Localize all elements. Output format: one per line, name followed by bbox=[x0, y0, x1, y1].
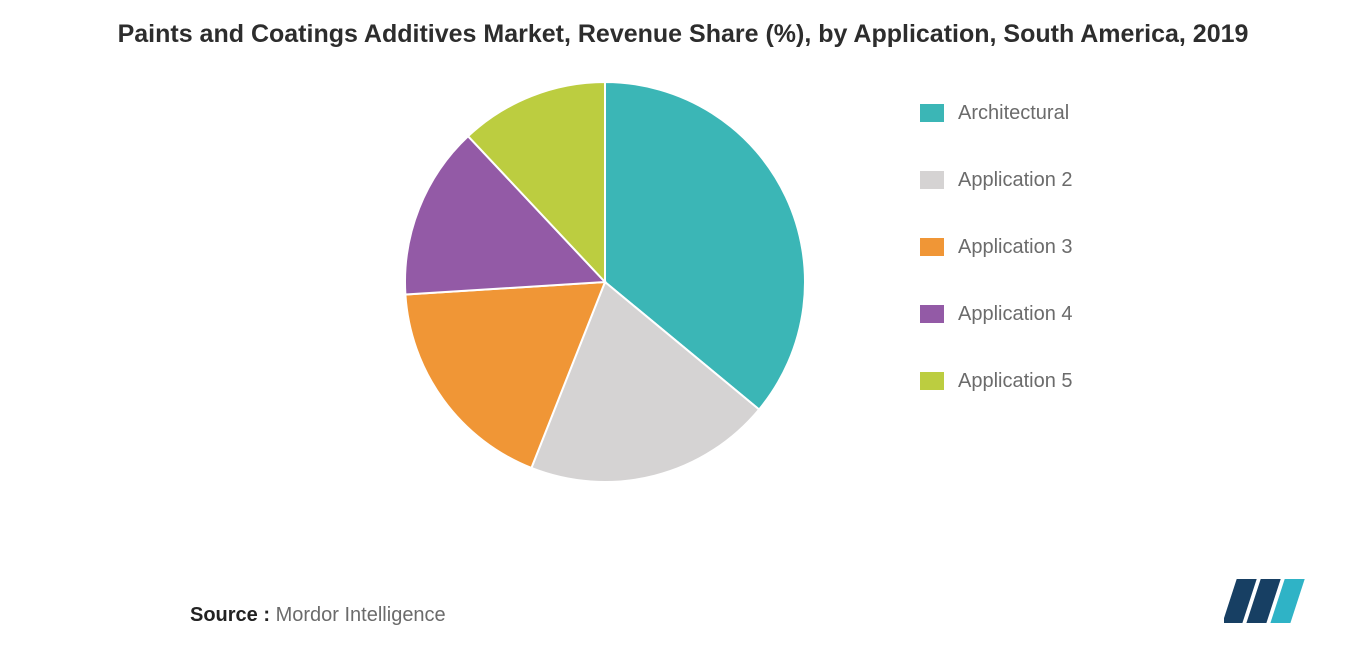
legend-label: Application 2 bbox=[958, 169, 1073, 192]
legend-label: Application 4 bbox=[958, 303, 1073, 326]
source-prefix: Source : bbox=[190, 604, 270, 626]
legend-swatch bbox=[920, 238, 944, 256]
legend-swatch bbox=[920, 104, 944, 122]
pie-chart bbox=[395, 72, 815, 492]
source-name: Mordor Intelligence bbox=[276, 604, 446, 626]
chart-area: Architectural Application 2 Application 3 A… bbox=[40, 62, 1326, 522]
source-line: Source : Mordor Intelligence bbox=[190, 604, 446, 627]
legend-label: Architectural bbox=[958, 102, 1069, 125]
logo-svg bbox=[1224, 575, 1306, 627]
footer: Source : Mordor Intelligence bbox=[0, 575, 1366, 627]
chart-container: Paints and Coatings Additives Market, Re… bbox=[0, 0, 1366, 655]
legend-item: Application 5 bbox=[920, 370, 1073, 393]
legend-item: Application 4 bbox=[920, 303, 1073, 326]
legend: Architectural Application 2 Application 3 A… bbox=[920, 102, 1073, 393]
legend-label: Application 5 bbox=[958, 370, 1073, 393]
legend-swatch bbox=[920, 171, 944, 189]
legend-swatch bbox=[920, 372, 944, 390]
pie-svg bbox=[395, 72, 815, 492]
legend-item: Application 2 bbox=[920, 169, 1073, 192]
legend-item: Architectural bbox=[920, 102, 1073, 125]
legend-label: Application 3 bbox=[958, 236, 1073, 259]
legend-swatch bbox=[920, 305, 944, 323]
brand-logo bbox=[1224, 575, 1306, 627]
legend-item: Application 3 bbox=[920, 236, 1073, 259]
chart-title: Paints and Coatings Additives Market, Re… bbox=[83, 18, 1283, 52]
